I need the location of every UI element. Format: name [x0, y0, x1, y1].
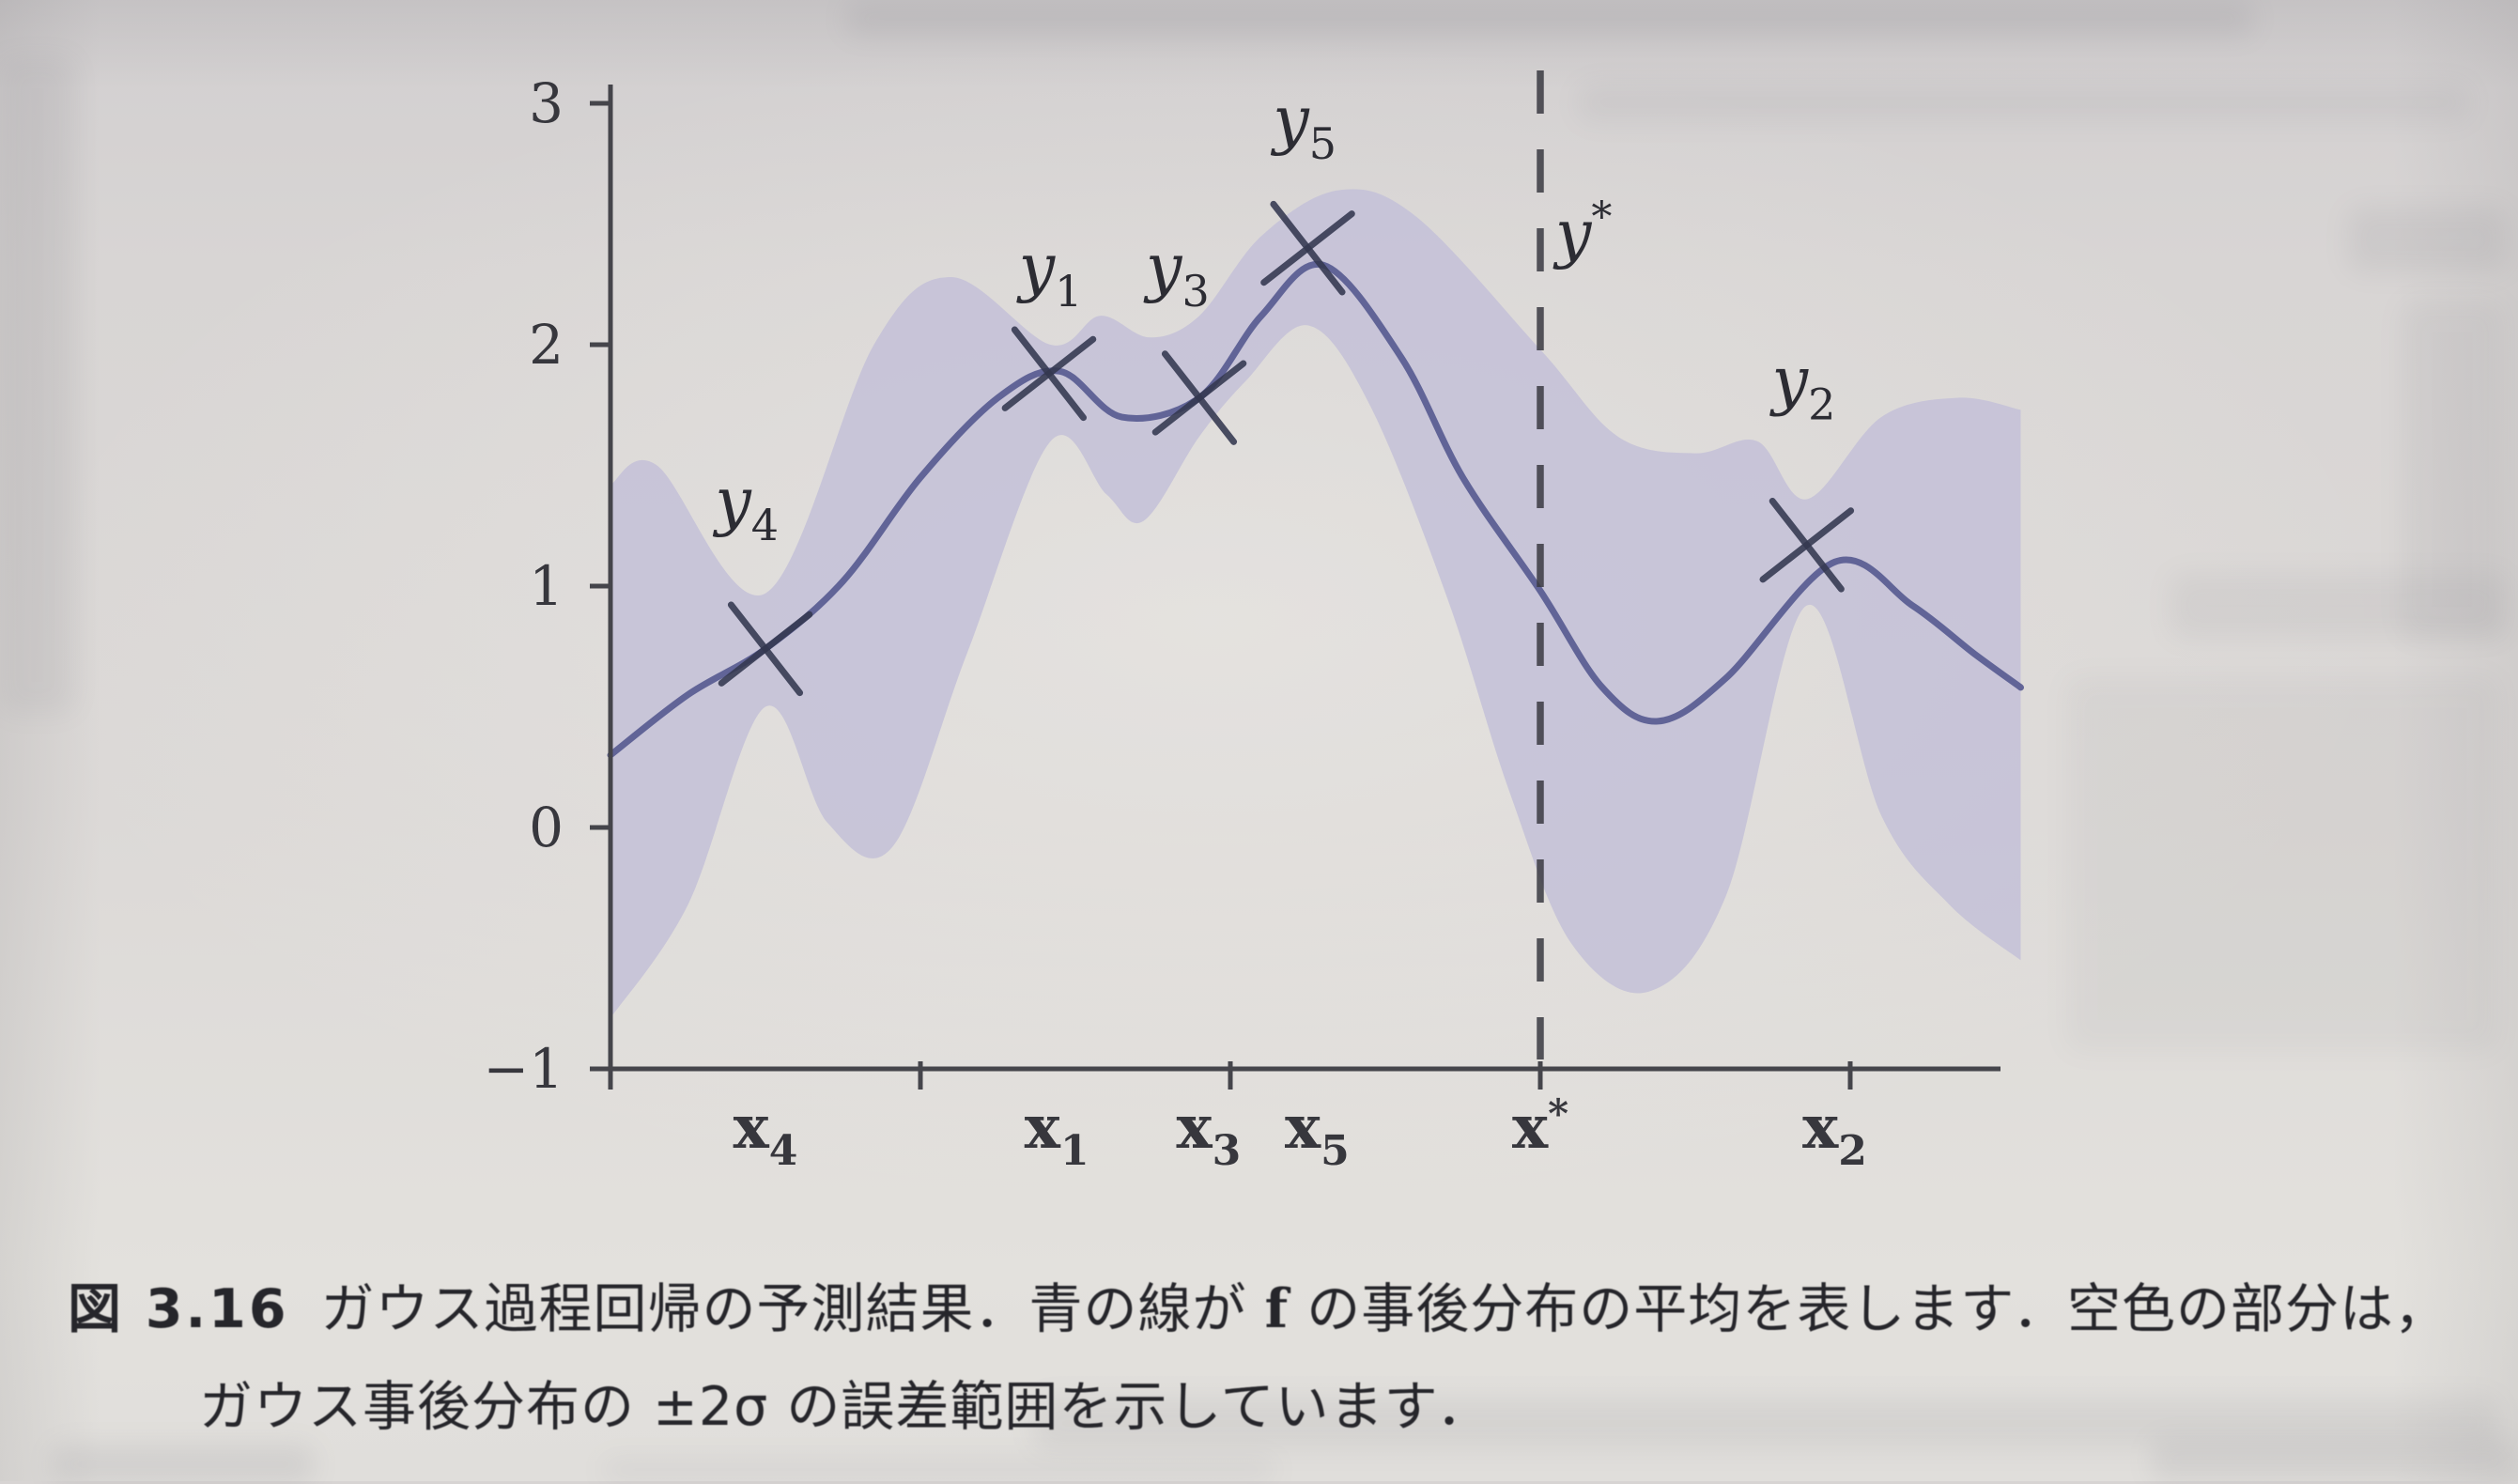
data-point-marker-p5 [1260, 200, 1355, 296]
x-axis-label-x-star: x* [1512, 1090, 1568, 1163]
point-label-y-star: y* [1553, 193, 1612, 271]
page-bleedthrough-smudge [0, 56, 75, 714]
x-axis-label-x4: x4 [734, 1092, 798, 1175]
x-axis-label-x2: x2 [1802, 1092, 1867, 1175]
caption-text-1b: の事後分布の平均を表します．空色の部分は， [1289, 1278, 2448, 1340]
marker-cross-stroke [1151, 360, 1247, 436]
point-label-y1: y1 [1016, 231, 1083, 317]
point-label-y3: y3 [1143, 231, 1210, 317]
label-superscript: * [1591, 193, 1612, 241]
data-point-marker-p1 [1001, 326, 1097, 422]
label-subscript: 1 [1060, 1127, 1089, 1175]
figure-caption: 図 3.16 ガウス過程回帰の予測結果．青の線が f の事後分布の平均を表します．… [68, 1260, 2481, 1456]
label-subscript: 4 [751, 500, 779, 550]
page-bleedthrough-smudge [2401, 301, 2504, 639]
x-axis-label-x1: x1 [1025, 1092, 1089, 1175]
page-bleedthrough-smudge [52, 1445, 315, 1484]
page-bleedthrough-smudge [601, 1458, 1277, 1481]
page-bleedthrough-smudge [2066, 676, 2498, 1052]
label-subscript: 5 [1309, 118, 1336, 169]
label-subscript: 1 [1055, 266, 1082, 317]
y-tick-label: 2 [529, 313, 564, 377]
label-subscript: 5 [1321, 1127, 1350, 1175]
marker-cross-stroke [1260, 210, 1355, 286]
y-tick-label: 0 [529, 796, 564, 859]
x-axis-label-x3: x3 [1177, 1092, 1242, 1175]
page-bleedthrough-smudge [845, 2, 2254, 36]
point-label-y2: y2 [1769, 345, 1836, 430]
y-tick-label: 3 [529, 71, 564, 135]
label-subscript: 2 [1838, 1127, 1867, 1175]
confidence-band [610, 189, 2021, 1019]
page-bleedthrough-smudge [1033, 1398, 2498, 1449]
page-bleedthrough-smudge [1578, 83, 2470, 122]
posterior-mean-line [607, 260, 2024, 759]
data-point-marker-p3 [1151, 350, 1247, 445]
label-superscript: * [1548, 1090, 1568, 1136]
caption-f-symbol: f [1264, 1277, 1290, 1340]
x-axis-label-x5: x5 [1285, 1092, 1350, 1175]
marker-cross-stroke [718, 611, 813, 687]
label-subscript: 2 [1808, 379, 1835, 430]
caption-text-1a: ガウス過程回帰の予測結果．青の線が [320, 1278, 1265, 1340]
caption-line-1: 図 3.16 ガウス過程回帰の予測結果．青の線が f の事後分布の平均を表します．… [68, 1260, 2481, 1358]
marker-cross-stroke [1759, 507, 1855, 583]
data-point-marker-p2 [1759, 498, 1855, 593]
figure-number-label: 図 3.16 [68, 1278, 289, 1340]
label-subscript: 3 [1213, 1127, 1242, 1175]
label-subscript: 4 [769, 1127, 798, 1175]
page-bleedthrough-smudge [2170, 573, 2508, 639]
point-label-y5: y5 [1270, 84, 1336, 169]
label-subscript: 3 [1182, 266, 1209, 317]
marker-cross-stroke [1001, 335, 1097, 411]
page-bleedthrough-smudge [2151, 1439, 2517, 1481]
y-tick-label: −1 [484, 1037, 564, 1101]
y-tick-label: 1 [529, 554, 564, 618]
caption-line-2: ガウス事後分布の ±2σ の誤差範囲を示しています． [199, 1376, 1491, 1438]
point-label-y4: y4 [712, 465, 779, 550]
data-point-marker-p4 [718, 601, 813, 697]
page-bleedthrough-smudge [2348, 207, 2508, 272]
